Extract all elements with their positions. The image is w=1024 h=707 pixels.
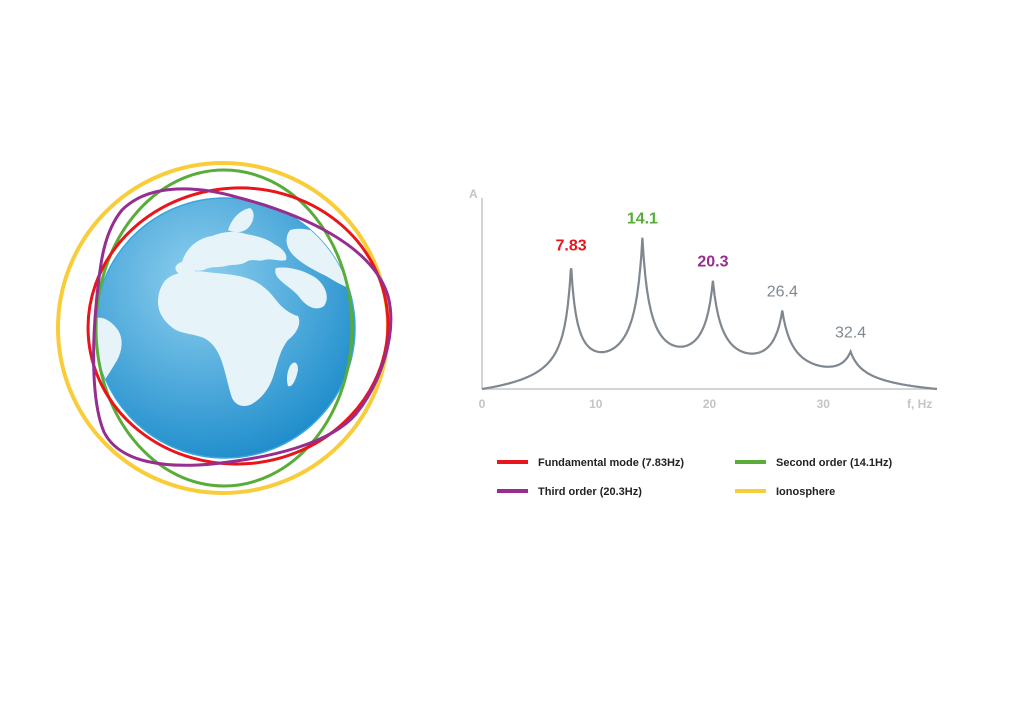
legend-item: Second order (14.1Hz) [735, 457, 892, 469]
fundamental-mode-wave [86, 186, 390, 466]
peak-label: 26.4 [767, 284, 798, 301]
legend-label: Third order (20.3Hz) [538, 486, 642, 498]
legend-item: Fundamental mode (7.83Hz) [497, 457, 684, 469]
legend-label: Ionosphere [776, 486, 835, 498]
legend-label: Second order (14.1Hz) [776, 457, 892, 469]
x-tick-labels: 0 10 20 30 [479, 397, 831, 411]
peak-label: 14.1 [627, 211, 658, 228]
peak-label: 32.4 [835, 325, 866, 342]
africa-landmass [158, 271, 300, 406]
legend-item: Ionosphere [735, 486, 835, 498]
earth-resonance-illustration [56, 161, 393, 495]
y-axis-label: A [469, 187, 478, 201]
third-order-wave [92, 187, 393, 467]
arabia-landmass [275, 267, 327, 309]
legend-label: Fundamental mode (7.83Hz) [538, 457, 684, 469]
x-axis-label: f, Hz [907, 397, 932, 411]
second-order-wave [94, 168, 354, 488]
spectrum-curve [481, 237, 938, 391]
peak-label: 7.83 [555, 237, 586, 254]
europe-landmass [182, 231, 287, 271]
legend-item: Third order (20.3Hz) [497, 486, 642, 498]
legend: Fundamental mode (7.83Hz) Second order (1… [497, 457, 892, 498]
resonance-spectrum-chart: A f, Hz 0 10 20 30 7.83 14.1 20.3 26.4 32.4 [469, 187, 938, 411]
x-tick-label: 30 [817, 397, 831, 411]
scandinavia-landmass [228, 208, 254, 233]
x-tick-label: 10 [589, 397, 603, 411]
x-tick-label: 20 [703, 397, 717, 411]
madagascar-landmass [286, 362, 298, 387]
peak-labels: 7.83 14.1 20.3 26.4 32.4 [555, 211, 866, 342]
peak-label: 20.3 [697, 254, 728, 271]
x-tick-label: 0 [479, 397, 486, 411]
